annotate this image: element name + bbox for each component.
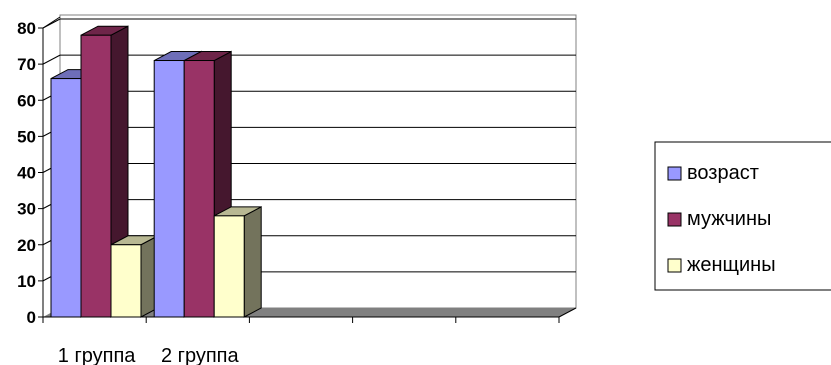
- bar-front: [213, 215, 245, 318]
- y-tick-label: 30: [17, 200, 36, 219]
- y-tick-label: 80: [17, 19, 36, 38]
- bar: [213, 206, 262, 318]
- legend-swatch: [667, 166, 682, 181]
- bar-front: [80, 34, 112, 318]
- legend-label: мужчины: [687, 208, 771, 230]
- y-axis-ticks: 0 10 20 30 40 50 60 70 80: [17, 19, 43, 327]
- legend-swatch: [667, 258, 682, 273]
- legend-item: возраст: [667, 162, 759, 184]
- legend-label: возраст: [687, 162, 759, 184]
- gridline-depth: [42, 54, 61, 65]
- y-tick-label: 70: [17, 55, 36, 74]
- legend-item: женщины: [667, 254, 776, 276]
- bar-side: [243, 206, 262, 318]
- bar: [110, 234, 159, 318]
- y-tick-label: 40: [17, 164, 36, 183]
- legend: возраст мужчины женщины: [654, 141, 831, 291]
- legend-box: [654, 141, 831, 291]
- y-tick-label: 20: [17, 236, 36, 255]
- legend-item: мужчины: [667, 208, 771, 230]
- y-axis-depth-line: [42, 16, 61, 29]
- legend-label: женщины: [687, 254, 776, 276]
- bar-front: [183, 60, 215, 318]
- y-tick-label: 10: [17, 272, 36, 291]
- x-tick-label: 2 группа: [161, 345, 240, 365]
- y-tick-label: 60: [17, 91, 36, 110]
- x-axis-ticks: [42, 317, 560, 323]
- legend-swatch: [667, 212, 682, 227]
- bar-front: [110, 244, 142, 318]
- bars: [50, 25, 262, 318]
- x-axis-labels: 1 группа 2 группа: [58, 345, 240, 365]
- y-tick-label: 50: [17, 127, 36, 146]
- bar-front: [153, 60, 185, 318]
- y-tick-label: 0: [27, 308, 36, 327]
- x-axis-depth-line: [558, 307, 577, 318]
- x-tick-label: 1 группа: [58, 345, 137, 365]
- bar-front: [50, 78, 82, 318]
